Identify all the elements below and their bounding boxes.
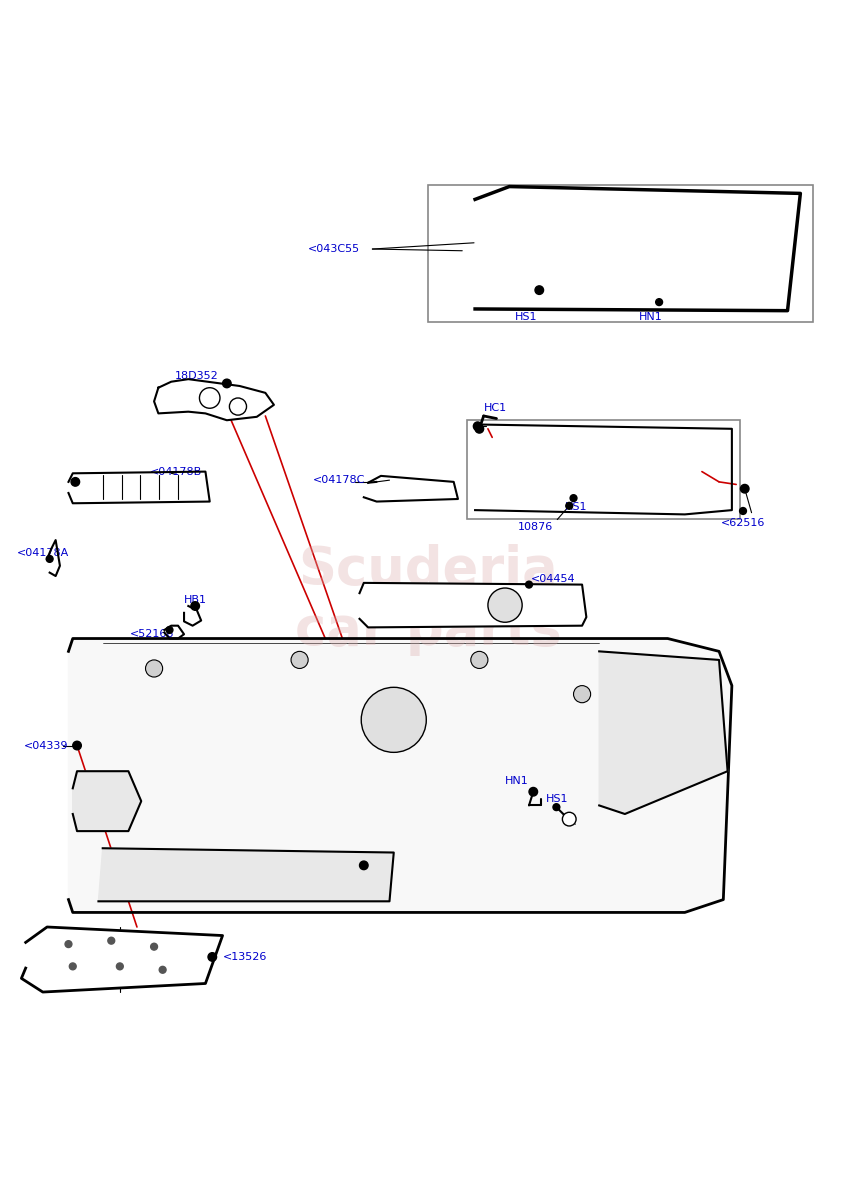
Circle shape (471, 652, 488, 668)
Circle shape (65, 941, 72, 948)
Circle shape (529, 787, 538, 796)
Circle shape (740, 508, 746, 515)
Text: <043C55: <043C55 (308, 244, 360, 254)
Circle shape (199, 388, 220, 408)
Circle shape (562, 812, 576, 826)
Text: <04178C: <04178C (312, 475, 365, 485)
Circle shape (475, 425, 484, 433)
Circle shape (208, 953, 217, 961)
Circle shape (223, 379, 231, 388)
Text: HN1: HN1 (639, 312, 663, 322)
Circle shape (291, 652, 308, 668)
Text: <04178B: <04178B (150, 467, 202, 476)
Circle shape (656, 299, 663, 306)
Polygon shape (73, 772, 141, 832)
Circle shape (360, 862, 368, 870)
Circle shape (166, 626, 173, 634)
Circle shape (46, 556, 53, 563)
Polygon shape (475, 186, 800, 311)
Text: <52166: <52166 (130, 629, 175, 640)
FancyBboxPatch shape (428, 185, 813, 322)
Text: 10876: 10876 (518, 522, 553, 533)
Text: <04454: <04454 (531, 574, 575, 583)
Circle shape (361, 688, 426, 752)
Circle shape (146, 660, 163, 677)
Text: <62516: <62516 (721, 518, 765, 528)
Polygon shape (360, 583, 586, 628)
Text: <13526: <13526 (223, 952, 267, 962)
Circle shape (159, 966, 166, 973)
Polygon shape (98, 848, 394, 901)
Text: HS1: HS1 (565, 502, 587, 511)
Circle shape (488, 588, 522, 623)
Circle shape (116, 962, 123, 970)
Circle shape (553, 804, 560, 810)
Circle shape (535, 286, 544, 294)
Circle shape (151, 943, 158, 950)
FancyBboxPatch shape (467, 420, 740, 518)
Text: HS1: HS1 (546, 793, 568, 804)
Circle shape (73, 742, 81, 750)
Circle shape (229, 398, 247, 415)
Text: Scuderia
car parts: Scuderia car parts (294, 544, 562, 656)
Circle shape (740, 485, 749, 493)
Polygon shape (68, 638, 732, 912)
Circle shape (526, 581, 532, 588)
Text: HB1: HB1 (184, 595, 207, 605)
Circle shape (574, 685, 591, 703)
Text: <04339: <04339 (24, 740, 68, 750)
Circle shape (108, 937, 115, 944)
Circle shape (473, 422, 482, 431)
Text: 18D352: 18D352 (175, 371, 219, 380)
Circle shape (570, 494, 577, 502)
Polygon shape (21, 926, 223, 992)
Text: HN1: HN1 (505, 776, 529, 786)
Circle shape (69, 962, 76, 970)
Text: HS1: HS1 (515, 312, 538, 322)
Text: <04178A: <04178A (17, 548, 69, 558)
Circle shape (71, 478, 80, 486)
Text: HC2: HC2 (364, 868, 387, 877)
Circle shape (191, 601, 199, 611)
Polygon shape (599, 652, 728, 814)
Circle shape (566, 503, 573, 509)
Text: HC1: HC1 (484, 403, 507, 413)
